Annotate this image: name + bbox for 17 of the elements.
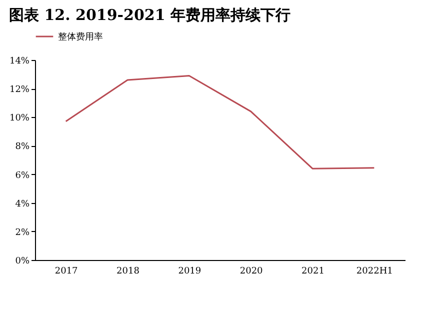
- y-tick-label: 14%: [9, 56, 30, 66]
- x-tick-label: 2019: [178, 266, 202, 276]
- y-tick-label: 6%: [15, 170, 30, 181]
- y-tick-label: 12%: [9, 85, 30, 96]
- y-tick-label: 10%: [9, 114, 30, 124]
- line-series: [65, 74, 375, 170]
- y-tick-label: 2%: [15, 228, 30, 238]
- y-tick-label: 4%: [15, 199, 30, 210]
- legend-label: 整体费用率: [58, 32, 103, 42]
- y-tick-label: 8%: [15, 142, 30, 152]
- chart-title: 图表 12. 2019-2021 年费用率持续下行: [8, 6, 290, 24]
- x-tick-label: 2018: [116, 266, 140, 276]
- x-tick-label: 2021: [302, 266, 324, 276]
- x-tick-label: 2020: [240, 266, 264, 276]
- x-tick-label: 2017: [54, 266, 78, 276]
- y-tick-label: 0%: [15, 256, 30, 266]
- x-tick-label: 2022H1: [356, 266, 393, 276]
